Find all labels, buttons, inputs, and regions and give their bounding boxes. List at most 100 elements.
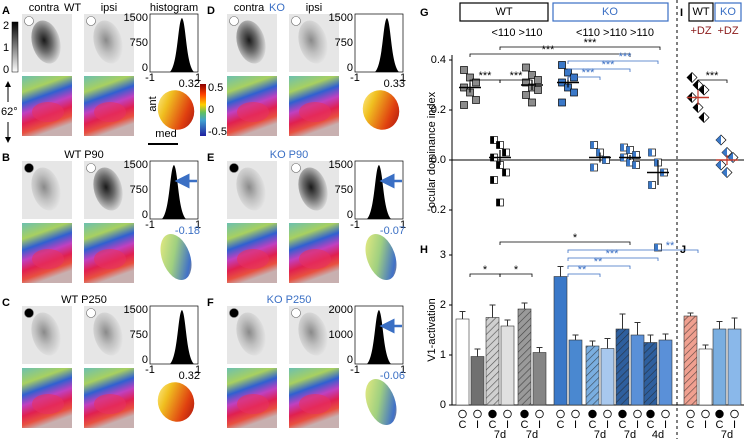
histogram-tick-label: 750 [130,329,148,341]
eye-icon [730,409,739,419]
error-bar [589,340,596,346]
response-blob [31,20,61,64]
x-tick-label: C [589,419,597,431]
data-point [715,134,727,146]
x-tick-label: C [647,419,655,431]
response-blob [236,167,266,211]
gray-scale-bar [11,21,19,73]
panel-label: G [420,7,429,19]
error-bar [634,322,641,335]
bar [532,352,547,406]
eye-icon [701,409,710,419]
marker-half [699,85,704,95]
error-bar [619,313,626,329]
x-tick-label: 7d [526,429,538,439]
marker-half [490,176,494,184]
eye-icon [86,163,96,173]
panel-header: contra [29,2,60,14]
annotation: *** [706,70,720,82]
map-highlight [237,249,269,269]
bar [500,325,515,406]
data-point [490,136,498,144]
x-tick-label: I [636,419,639,431]
panel-title: WT P90 [64,149,104,161]
panel-title: WT P250 [61,294,107,306]
bar [517,308,532,406]
map-highlight [94,102,126,122]
response-blob [93,20,123,64]
error-bar [557,266,564,277]
marker-half [648,149,652,156]
marker-half [496,199,500,206]
histogram-shape [367,310,391,364]
y-tick-label: 0.0 [431,154,446,166]
eye-icon [715,409,724,419]
marker-half [632,161,636,169]
odi-map [365,378,397,426]
bar-fill [455,318,470,406]
color-scale-label: -0.5 [208,126,227,138]
histogram-tick-label: 1500 [124,159,148,171]
odi-map [362,90,400,130]
histogram-shape [170,18,194,72]
bar-hatch [644,342,657,405]
eye-icon [535,409,544,419]
error-bar [716,321,723,329]
data-point [522,91,530,99]
data-point [632,161,640,169]
gray-scale-label: 2 [3,20,9,32]
marker-half [648,181,652,189]
annotation: WT [692,6,709,18]
marker-half [596,149,600,156]
histogram-tick-label: 0 [347,209,353,221]
histogram-tick-label: 1500 [124,12,148,24]
error-bar [504,319,511,326]
error-bar [647,334,654,343]
bar [643,342,658,406]
x-tick-label: C [459,419,467,431]
marker-outline [558,61,566,69]
error-bar [536,347,543,353]
bar [470,356,485,406]
marker-half [626,146,630,154]
data-point [460,66,468,74]
annotation: KO [720,6,736,18]
map-highlight [237,394,269,414]
significance-bracket [567,68,631,72]
annotation: ** [666,240,675,252]
marker-half [602,156,606,164]
data-point [522,78,530,87]
data-point [502,148,510,157]
histogram-tick-label: -1 [350,72,360,84]
marker-outline [570,88,578,97]
data-point [528,71,536,79]
gray-scale-label: 0 [3,64,9,76]
marker-half [716,135,721,145]
histogram-tick-label: 2000 [329,304,353,316]
marker-outline [528,98,536,107]
marker-half [502,149,506,156]
panel-title: KO P250 [267,294,312,306]
eye-icon [86,16,96,26]
response-blob [31,312,61,356]
error-bar [474,348,481,357]
odi-map [157,90,195,130]
eye-icon [503,409,512,419]
error-bar [662,333,669,340]
bar-fill [500,325,515,406]
y-tick-label: 1 [440,349,446,361]
significance-bracket [499,79,533,83]
panel-header: contra [234,2,265,14]
marker-half [722,147,727,158]
histogram-frame [354,13,404,73]
data-point [692,102,704,113]
data-point [460,101,468,109]
odi-value: 0.33 [384,78,405,90]
data-point [721,147,733,158]
eye-icon [458,409,467,419]
eye-icon [520,409,529,419]
odi-map [160,233,192,281]
histogram-shape [162,165,186,219]
histogram-tick-label: 1 [400,72,406,84]
